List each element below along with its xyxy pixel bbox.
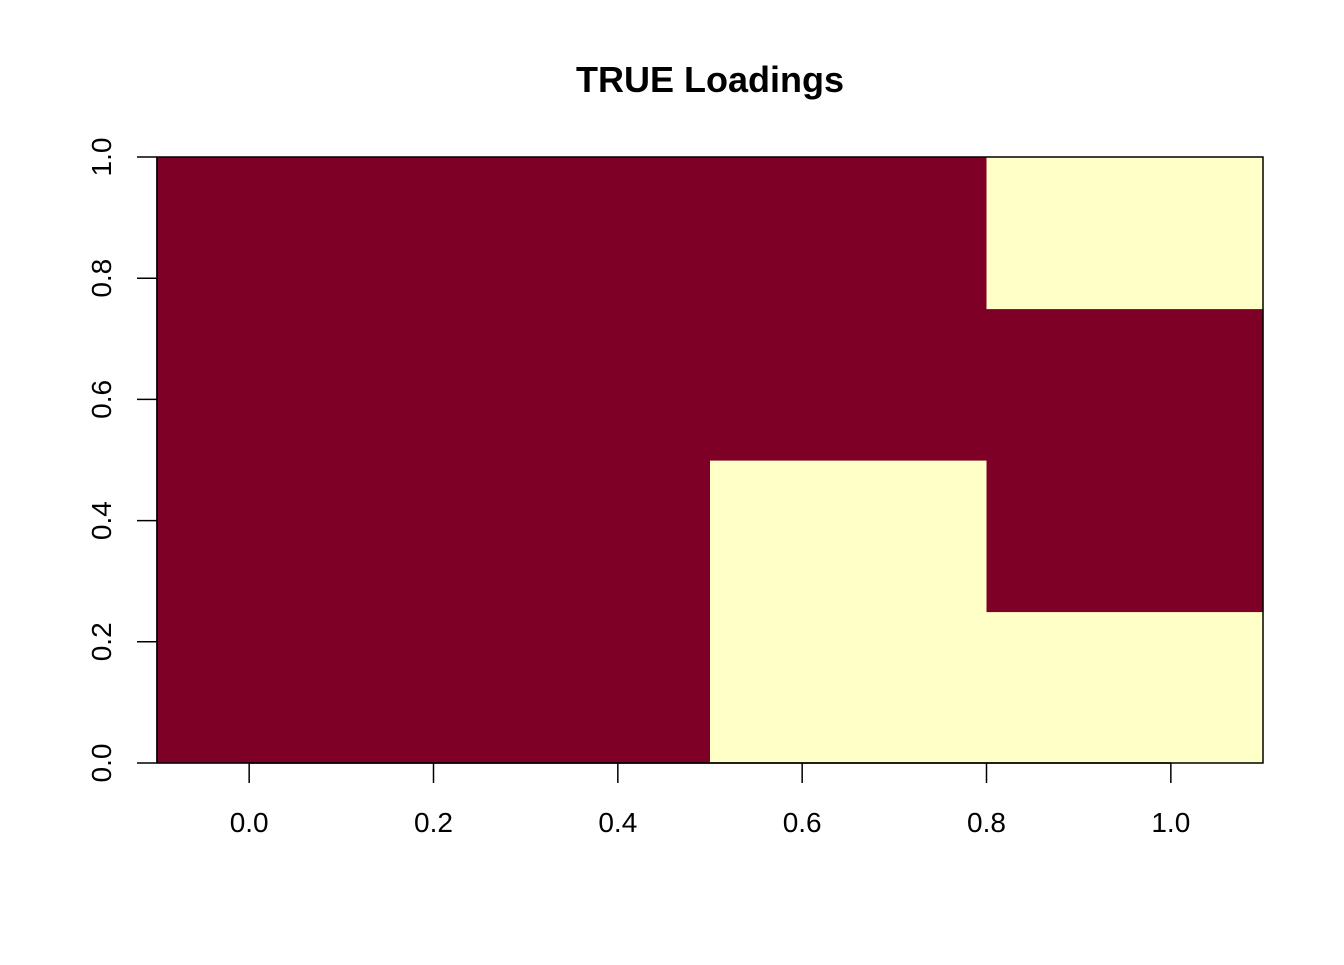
heatmap-cell <box>157 460 435 613</box>
heatmap-cell <box>433 308 711 461</box>
y-tick-label: 0.6 <box>86 380 117 419</box>
x-tick-label: 0.8 <box>967 807 1006 838</box>
heatmap-cells <box>157 157 1264 764</box>
heatmap-cell <box>710 611 988 764</box>
y-tick-label: 1.0 <box>86 138 117 177</box>
x-tick-label: 0.0 <box>230 807 269 838</box>
x-tick-label: 1.0 <box>1151 807 1190 838</box>
heatmap-cell <box>986 611 1264 764</box>
x-axis: 0.0 0.2 0.4 0.6 0.8 1.0 <box>230 762 1190 838</box>
heatmap-cell <box>157 157 435 310</box>
heatmap-cell <box>710 157 988 310</box>
y-axis: 0.0 0.2 0.4 0.6 0.8 1.0 <box>86 138 158 783</box>
x-tick-label: 0.6 <box>783 807 822 838</box>
heatmap-cell <box>157 611 435 764</box>
y-tick-label: 0.4 <box>86 501 117 540</box>
heatmap-cell <box>433 611 711 764</box>
heatmap-cell <box>710 460 988 613</box>
heatmap-cell <box>157 308 435 461</box>
heatmap-cell <box>433 157 711 310</box>
heatmap-cell <box>433 460 711 613</box>
x-tick-label: 0.4 <box>598 807 637 838</box>
heatmap-cell <box>986 460 1264 613</box>
y-tick-label: 0.8 <box>86 259 117 298</box>
y-tick-label: 0.0 <box>86 744 117 783</box>
heatmap-cell <box>986 157 1264 310</box>
y-tick-label: 0.2 <box>86 622 117 661</box>
chart-title: TRUE Loadings <box>576 59 844 100</box>
heatmap-cell <box>986 308 1264 461</box>
heatmap-cell <box>710 308 988 461</box>
x-tick-label: 0.2 <box>414 807 453 838</box>
